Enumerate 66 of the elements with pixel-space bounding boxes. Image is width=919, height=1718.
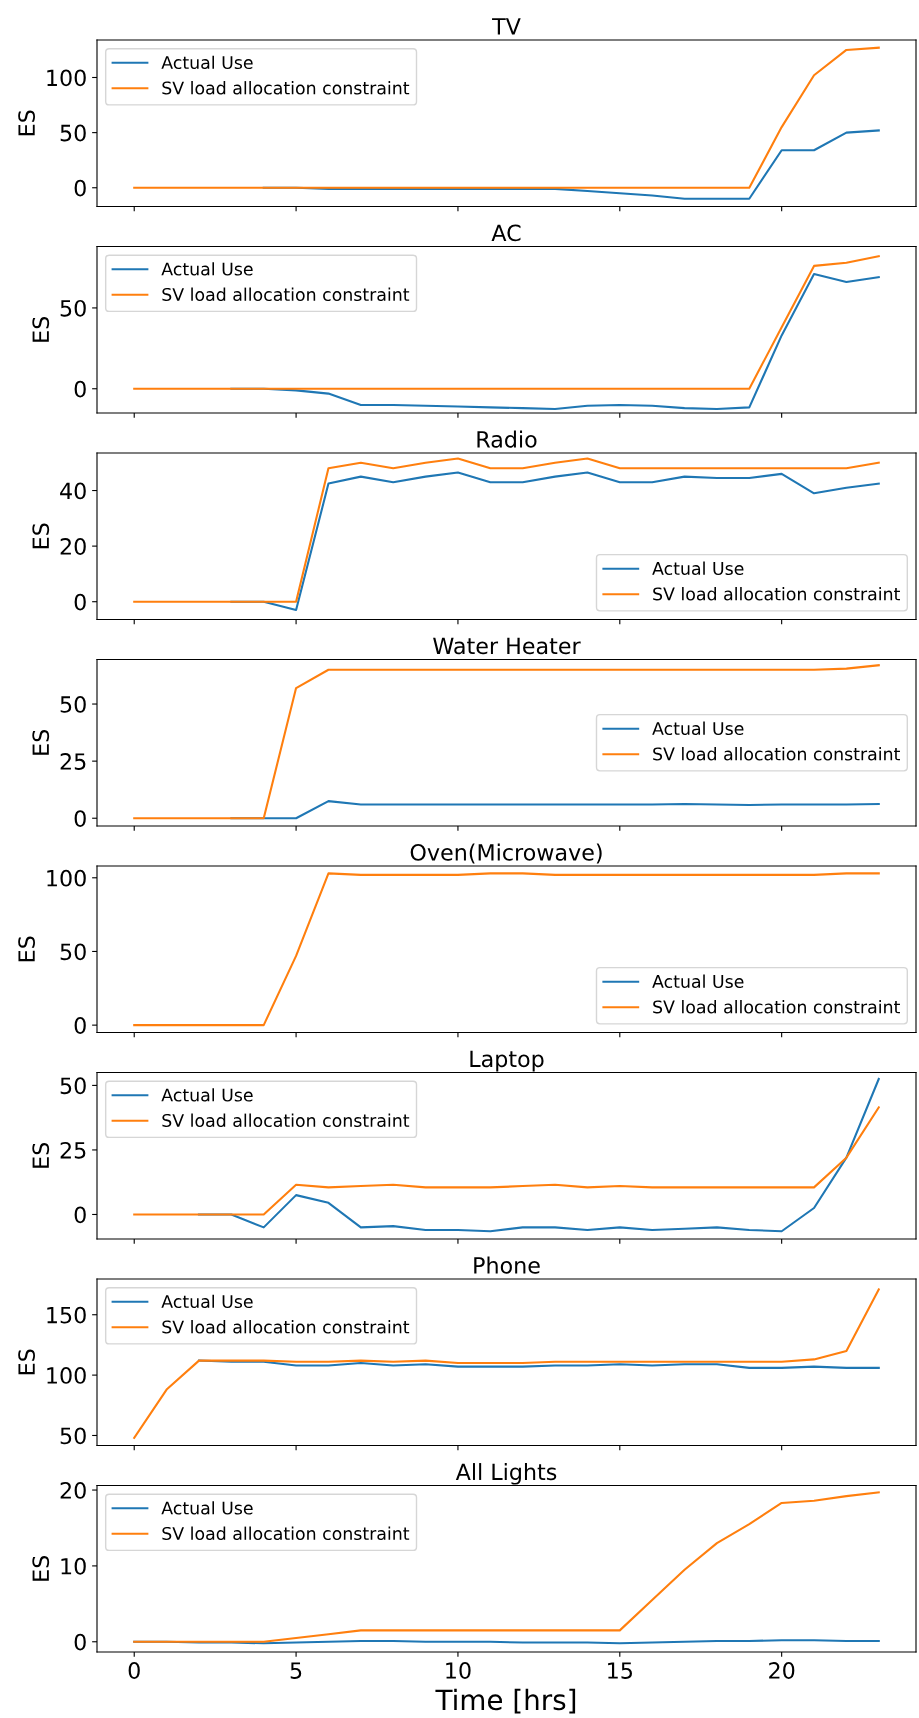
y-tick-label: 25	[60, 753, 86, 770]
legend-label: Actual Use	[652, 974, 744, 989]
legend-label: SV load allocation constraint	[162, 1526, 410, 1541]
y-tick-label: 50	[60, 943, 86, 961]
legend-label: Actual Use	[161, 1501, 253, 1515]
chart-title: Laptop	[470, 1050, 544, 1072]
y-axis-title: ES	[18, 936, 35, 962]
y-axis-title: ES	[32, 523, 50, 549]
y-axis-title: ES	[32, 316, 50, 342]
y-tick-label: 0	[74, 179, 86, 197]
y-tick-label: 50	[60, 1077, 86, 1095]
y-tick-label: 100	[47, 1367, 86, 1384]
line-series	[133, 1288, 880, 1439]
legend-label: SV load allocation constraint	[653, 587, 900, 601]
y-tick-label: 50	[60, 124, 86, 142]
y-tick-label: 0	[74, 1017, 86, 1034]
x-tick-label: 5	[290, 1662, 302, 1679]
y-tick-label: 0	[74, 593, 86, 611]
line-series	[133, 1106, 880, 1216]
y-axis-title: ES	[18, 1349, 35, 1375]
legend-label: Actual Use	[161, 262, 253, 276]
x-tick-label: 10	[446, 1662, 471, 1679]
chart-title: All Lights	[455, 1463, 557, 1485]
y-tick-label: 40	[60, 482, 86, 500]
legend-label: Actual Use	[161, 1088, 253, 1102]
legend-label: SV load allocation constraint	[653, 1000, 900, 1014]
y-tick-label: 10	[61, 1557, 86, 1575]
chart-title: Oven(Microwave)	[410, 843, 602, 864]
y-tick-label: 0	[74, 1206, 86, 1224]
chart-title: Water Heater	[433, 637, 581, 655]
y-tick-label: 50	[60, 1427, 86, 1445]
legend-label: SV load allocation constraint	[162, 1113, 410, 1128]
legend-label: SV load allocation constraint	[653, 747, 900, 761]
legend-label: Actual Use	[161, 1294, 253, 1309]
y-tick-label: 0	[74, 1633, 86, 1651]
y-axis-title: ES	[32, 1142, 50, 1168]
y-tick-label: 20	[60, 538, 86, 555]
x-axis-title: Time [hrs]	[435, 1688, 576, 1714]
legend-label: SV load allocation constraint	[162, 287, 410, 302]
chart-title: TV	[492, 18, 521, 35]
y-tick-label: 20	[60, 1482, 86, 1499]
line-series	[133, 1491, 880, 1643]
y-axis-title: ES	[32, 729, 50, 755]
y-tick-label: 100	[47, 869, 86, 887]
y-tick-label: 25	[60, 1141, 86, 1159]
chart-title: Radio	[477, 430, 537, 448]
y-axis-title: ES	[18, 110, 35, 136]
line-series	[133, 255, 880, 390]
legend-label: SV load allocation constraint	[162, 1320, 410, 1334]
y-tick-label: 50	[60, 299, 86, 317]
y-tick-label: 0	[74, 810, 86, 827]
y-tick-label: 150	[47, 1306, 86, 1324]
y-tick-label: 0	[74, 380, 86, 398]
x-tick-label: 20	[769, 1662, 795, 1679]
line-series	[133, 46, 880, 189]
chart-title: AC	[491, 224, 521, 242]
legend-label: Actual Use	[161, 55, 253, 70]
y-axis-title: ES	[32, 1555, 50, 1581]
legend-label: Actual Use	[652, 721, 744, 736]
y-tick-label: 100	[47, 69, 86, 87]
y-tick-label: 50	[60, 695, 86, 713]
x-tick-label: 15	[608, 1662, 632, 1679]
legend-label: Actual Use	[652, 561, 744, 576]
legend-label: SV load allocation constraint	[162, 81, 410, 95]
chart-title: Phone	[474, 1256, 540, 1274]
x-tick-label: 0	[128, 1662, 140, 1679]
